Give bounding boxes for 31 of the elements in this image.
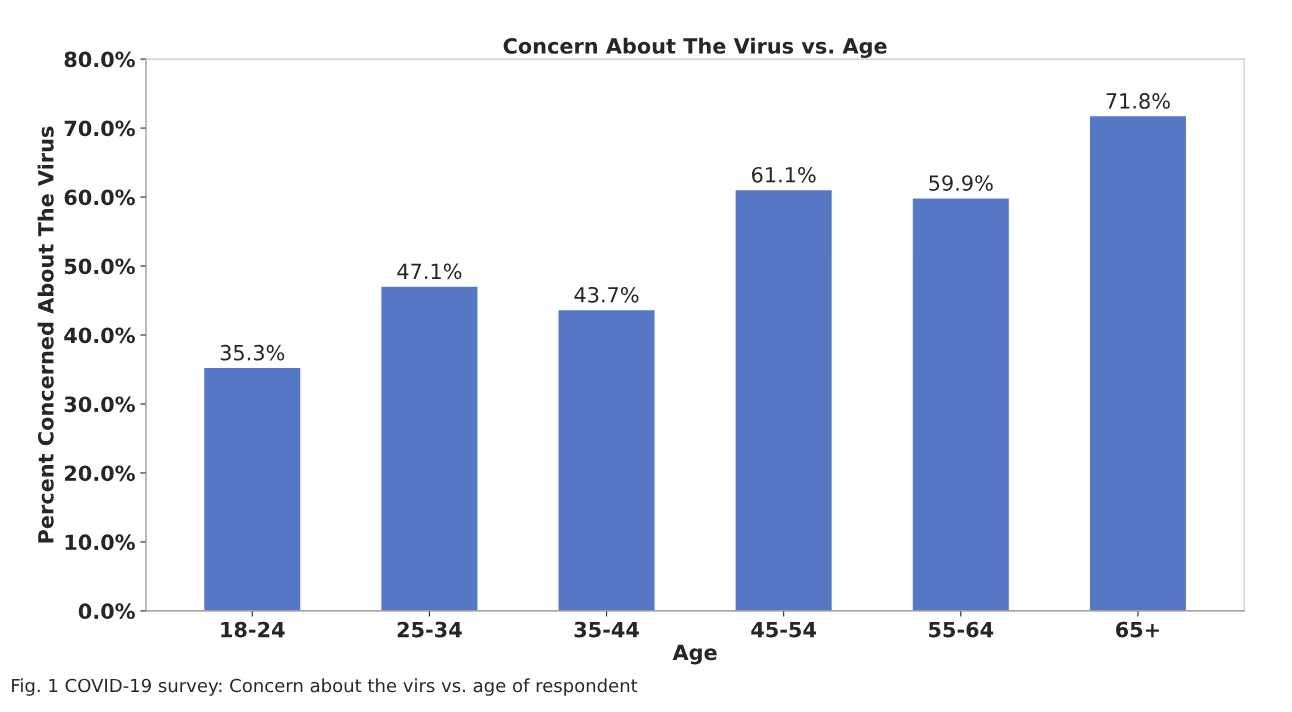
x-tick-label: 65+ xyxy=(1115,621,1159,638)
data-label: 59.9% xyxy=(929,175,993,191)
x-tick-label: 45-54 xyxy=(751,621,817,638)
bar xyxy=(202,366,302,611)
y-tick-label: 80.0% xyxy=(64,51,135,68)
y-tick-label: 20.0% xyxy=(64,465,135,482)
bar xyxy=(911,197,1011,611)
data-label: 61.1% xyxy=(752,166,816,183)
x-axis-title: Age xyxy=(672,644,717,665)
data-label: 47.1% xyxy=(397,263,462,280)
data-label: 35.3% xyxy=(220,344,285,361)
x-tick-label: 55-64 xyxy=(929,621,994,638)
x-tick-label: 25-34 xyxy=(397,621,462,638)
x-tick-label: 18-24 xyxy=(221,621,285,638)
y-axis-title: Percent Concerned About The Virus xyxy=(37,126,54,543)
bar xyxy=(734,188,834,611)
bar xyxy=(557,308,656,611)
bar xyxy=(379,285,479,611)
caption: Fig. 1 COVID-19 survey: Concern about the virs vs. age of respondent xyxy=(12,678,638,696)
data-label: 71.8% xyxy=(1106,93,1170,109)
data-label: 43.7% xyxy=(574,286,639,303)
y-tick-label: 10.0% xyxy=(65,534,135,551)
y-tick-label: 30.0% xyxy=(64,396,135,413)
y-tick-label: 0.0% xyxy=(78,603,135,620)
x-tick-label: 35-44 xyxy=(574,621,639,638)
chart-title: Concern About The Virus vs. Age xyxy=(503,37,887,59)
y-tick-label: 70.0% xyxy=(64,120,135,137)
y-tick-label: 40.0% xyxy=(64,327,135,344)
bar xyxy=(1088,114,1188,611)
y-tick-label: 50.0% xyxy=(64,258,135,275)
y-tick-label: 60.0% xyxy=(64,189,135,206)
